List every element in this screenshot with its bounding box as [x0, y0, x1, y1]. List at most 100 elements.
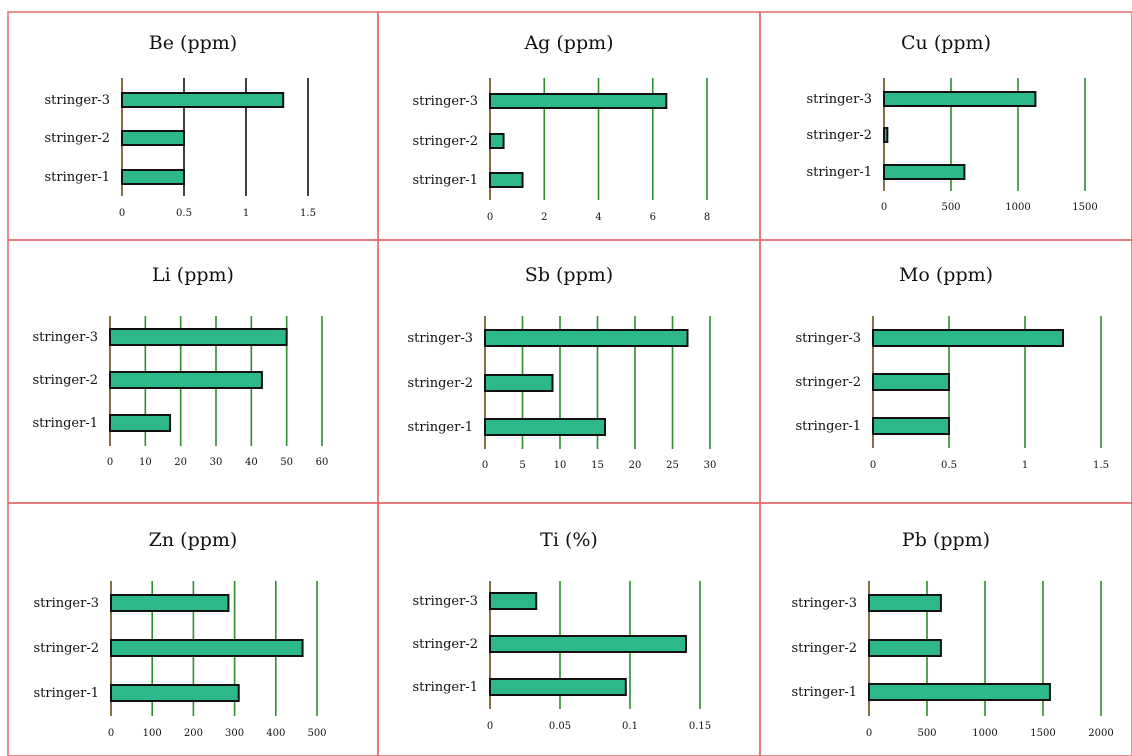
bar — [872, 417, 950, 435]
category-label: stringer-3 — [412, 94, 478, 109]
chart-pb: Pb (ppm) 0 500 1000 1500 2000 stringer-3 string… — [791, 529, 1113, 739]
bar — [489, 678, 627, 696]
x-tick-label: 100 — [143, 728, 162, 739]
category-label: stringer-1 — [791, 685, 857, 700]
bar — [110, 594, 230, 612]
bar — [110, 639, 304, 657]
bar — [872, 373, 950, 391]
bar — [489, 93, 668, 109]
chart-title: Ti (%) — [540, 529, 598, 551]
x-tick-label: 50 — [280, 457, 293, 468]
bar — [489, 133, 505, 149]
x-tick-label: 200 — [184, 728, 203, 739]
bar — [489, 172, 524, 188]
category-label: stringer-3 — [44, 93, 110, 108]
x-tick-label: 0 — [881, 202, 887, 213]
chart-mo: Mo (ppm) 0 0.5 1 1.5 stringer-3 stringer-2 stri… — [795, 264, 1109, 471]
category-label: stringer-1 — [795, 419, 861, 434]
x-tick-label: 8 — [704, 212, 710, 223]
x-tick-label: 2000 — [1088, 728, 1113, 739]
panel-border — [759, 502, 1132, 756]
chart-title: Zn (ppm) — [149, 529, 238, 551]
x-tick-label: 0 — [482, 460, 488, 471]
chart-ag: Ag (ppm) 0 2 4 6 8 stringer-3 stringer-2 stringe… — [412, 32, 710, 223]
bar — [484, 329, 689, 347]
category-label: stringer-2 — [795, 375, 861, 390]
bar — [872, 329, 1064, 347]
bar — [109, 328, 288, 346]
category-label: stringer-2 — [44, 131, 110, 146]
x-tick-label: 500 — [917, 728, 936, 739]
x-tick-label: 0.05 — [549, 721, 571, 732]
category-label: stringer-2 — [412, 637, 478, 652]
category-label: stringer-2 — [32, 373, 98, 388]
x-tick-label: 500 — [941, 202, 960, 213]
bar — [883, 91, 1037, 107]
x-tick-label: 0.5 — [941, 460, 957, 471]
x-tick-label: 20 — [629, 460, 642, 471]
x-tick-label: 300 — [225, 728, 244, 739]
x-tick-label: 2 — [541, 212, 547, 223]
x-tick-label: 40 — [245, 457, 258, 468]
category-label: stringer-3 — [33, 596, 99, 611]
chart-zn: Zn (ppm) 0 100 200 300 400 500 stringer-3 string… — [33, 529, 326, 739]
x-tick-label: 0 — [108, 728, 114, 739]
bar — [109, 414, 172, 432]
bar — [484, 374, 554, 392]
category-label: stringer-1 — [44, 170, 110, 185]
x-tick-label: 0.15 — [689, 721, 711, 732]
chart-li: Li (ppm) 0 10 20 30 40 50 60 stringer-3 stringer-… — [32, 264, 328, 468]
x-tick-label: 60 — [316, 457, 329, 468]
category-label: stringer-3 — [32, 330, 98, 345]
category-label: stringer-1 — [806, 165, 872, 180]
category-label: stringer-1 — [407, 420, 473, 435]
chart-title: Mo (ppm) — [899, 264, 993, 286]
x-tick-label: 0 — [866, 728, 872, 739]
x-tick-label: 0 — [119, 208, 125, 219]
x-tick-label: 30 — [210, 457, 223, 468]
bar — [868, 639, 942, 657]
category-label: stringer-3 — [806, 92, 872, 107]
x-tick-label: 25 — [666, 460, 679, 471]
category-label: stringer-1 — [412, 680, 478, 695]
category-label: stringer-2 — [791, 641, 857, 656]
chart-ti: Ti (%) 0 0.05 0.1 0.15 stringer-3 stringer-2 st… — [412, 529, 711, 732]
x-tick-label: 20 — [174, 457, 187, 468]
x-tick-label: 10 — [139, 457, 152, 468]
x-tick-label: 1 — [1022, 460, 1028, 471]
x-tick-label: 30 — [704, 460, 717, 471]
bar — [868, 594, 942, 612]
chart-title: Be (ppm) — [149, 32, 237, 54]
bar — [883, 164, 966, 180]
bar — [868, 683, 1051, 701]
x-tick-label: 0.1 — [622, 721, 638, 732]
bar — [489, 592, 538, 610]
category-label: stringer-3 — [791, 596, 857, 611]
chart-sb: Sb (ppm) 0 5 10 15 20 25 30 stringer-3 stringer-2… — [407, 264, 716, 471]
x-tick-label: 0 — [870, 460, 876, 471]
x-tick-label: 10 — [554, 460, 567, 471]
x-tick-label: 1000 — [972, 728, 997, 739]
bar — [110, 684, 240, 702]
chart-be: Be (ppm) 0 0.5 1 1.5 stringer-3 stringer-2 stri… — [44, 32, 316, 219]
x-tick-label: 15 — [591, 460, 604, 471]
category-label: stringer-2 — [412, 134, 478, 149]
chart-title: Pb (ppm) — [902, 529, 990, 551]
bar — [121, 92, 285, 108]
x-tick-label: 6 — [650, 212, 656, 223]
x-tick-label: 0 — [487, 212, 493, 223]
category-label: stringer-2 — [33, 641, 99, 656]
x-tick-label: 0.5 — [176, 208, 192, 219]
x-tick-label: 500 — [307, 728, 326, 739]
x-tick-label: 0 — [107, 457, 113, 468]
category-label: stringer-2 — [407, 376, 473, 391]
chart-cu: Cu (ppm) 0 500 1000 1500 stringer-3 stringer-2… — [806, 32, 1097, 213]
chart-title: Li (ppm) — [152, 264, 234, 286]
x-tick-label: 1.5 — [1093, 460, 1109, 471]
bar — [489, 635, 687, 653]
x-tick-label: 400 — [266, 728, 285, 739]
category-label: stringer-3 — [795, 331, 861, 346]
x-tick-label: 1.5 — [300, 208, 316, 219]
x-tick-label: 4 — [595, 212, 601, 223]
bar — [121, 169, 185, 185]
